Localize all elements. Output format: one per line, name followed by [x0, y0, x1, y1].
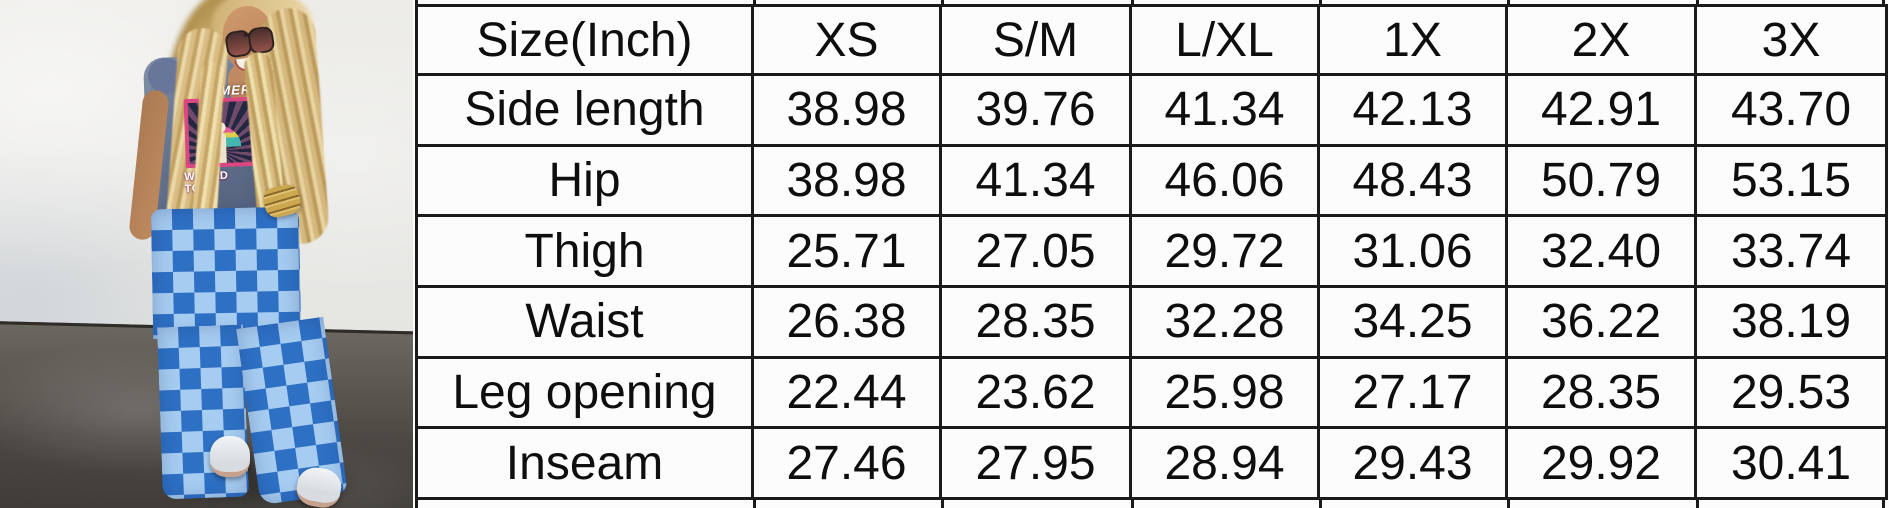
value-cell: 46.06 [1129, 143, 1320, 218]
sneaker-left [210, 436, 250, 477]
table-row-hip: Hip 38.98 41.34 46.06 48.43 50.79 53.15 [415, 143, 1888, 218]
value-cell: 50.79 [1505, 143, 1697, 218]
header-xs: XS [751, 4, 942, 76]
header-lxl: L/XL [1129, 4, 1320, 76]
value-cell: 42.13 [1317, 73, 1508, 147]
value-cell: 29.72 [1129, 214, 1320, 288]
row-label: Thigh [415, 214, 754, 288]
row-label: Waist [415, 284, 754, 359]
header-2x: 2X [1505, 4, 1697, 76]
value-cell: 22.44 [751, 355, 942, 430]
table-row-leg-opening: Leg opening 22.44 23.62 25.98 27.17 28.3… [415, 355, 1888, 430]
size-table-panel: Size(Inch) XS S/M L/XL 1X 2X 3X Side len… [413, 0, 1889, 508]
value-cell: 25.98 [1129, 355, 1320, 430]
value-cell: 48.43 [1317, 143, 1508, 218]
value-cell: 32.40 [1505, 214, 1697, 288]
value-cell: 27.05 [939, 214, 1132, 288]
row-label: Side length [415, 73, 754, 147]
value-cell: 38.98 [751, 143, 942, 218]
value-cell: 27.46 [751, 426, 942, 500]
sunglasses-lens-right [246, 25, 276, 56]
value-cell: 32.28 [1129, 284, 1320, 359]
header-3x: 3X [1694, 4, 1888, 76]
value-cell: 33.74 [1694, 214, 1888, 288]
value-cell: 43.70 [1694, 73, 1888, 147]
header-size-inch: Size(Inch) [415, 4, 754, 76]
value-cell: 53.15 [1694, 143, 1888, 218]
value-cell: 26.38 [751, 284, 942, 359]
table-row-inseam: Inseam 27.46 27.95 28.94 29.43 29.92 30.… [415, 426, 1888, 500]
value-cell: 41.34 [939, 143, 1132, 218]
value-cell: 38.98 [751, 73, 942, 147]
header-1x: 1X [1317, 4, 1508, 76]
value-cell: 36.22 [1505, 284, 1697, 359]
table-row-waist: Waist 26.38 28.35 32.28 34.25 36.22 38.1… [415, 284, 1888, 359]
header-sm: S/M [939, 4, 1132, 76]
value-cell: 29.43 [1317, 426, 1508, 500]
size-chart-table: Size(Inch) XS S/M L/XL 1X 2X 3X Side len… [415, 4, 1888, 500]
value-cell: 27.17 [1317, 355, 1508, 430]
row-label: Leg opening [415, 355, 754, 430]
value-cell: 42.91 [1505, 73, 1697, 147]
value-cell: 25.71 [751, 214, 942, 288]
value-cell: 41.34 [1129, 73, 1320, 147]
value-cell: 28.35 [939, 284, 1132, 359]
value-cell: 27.95 [939, 426, 1132, 500]
header-row: Size(Inch) XS S/M L/XL 1X 2X 3X [415, 4, 1888, 76]
value-cell: 23.62 [939, 355, 1132, 430]
checkered-pants-hip [150, 206, 302, 340]
value-cell: 29.53 [1694, 355, 1888, 430]
value-cell: 28.35 [1505, 355, 1697, 430]
row-label: Inseam [415, 426, 754, 500]
value-cell: 29.92 [1505, 426, 1697, 500]
value-cell: 38.19 [1694, 284, 1888, 359]
value-cell: 39.76 [939, 73, 1132, 147]
value-cell: 28.94 [1129, 426, 1320, 500]
value-cell: 34.25 [1317, 284, 1508, 359]
value-cell: 31.06 [1317, 214, 1508, 288]
row-label: Hip [415, 143, 754, 218]
value-cell: 30.41 [1694, 426, 1888, 500]
model-photo: MER WORLD TOUR [0, 0, 414, 508]
table-row-side-length: Side length 38.98 39.76 41.34 42.13 42.9… [415, 73, 1888, 147]
table-row-thigh: Thigh 25.71 27.05 29.72 31.06 32.40 33.7… [415, 214, 1888, 288]
